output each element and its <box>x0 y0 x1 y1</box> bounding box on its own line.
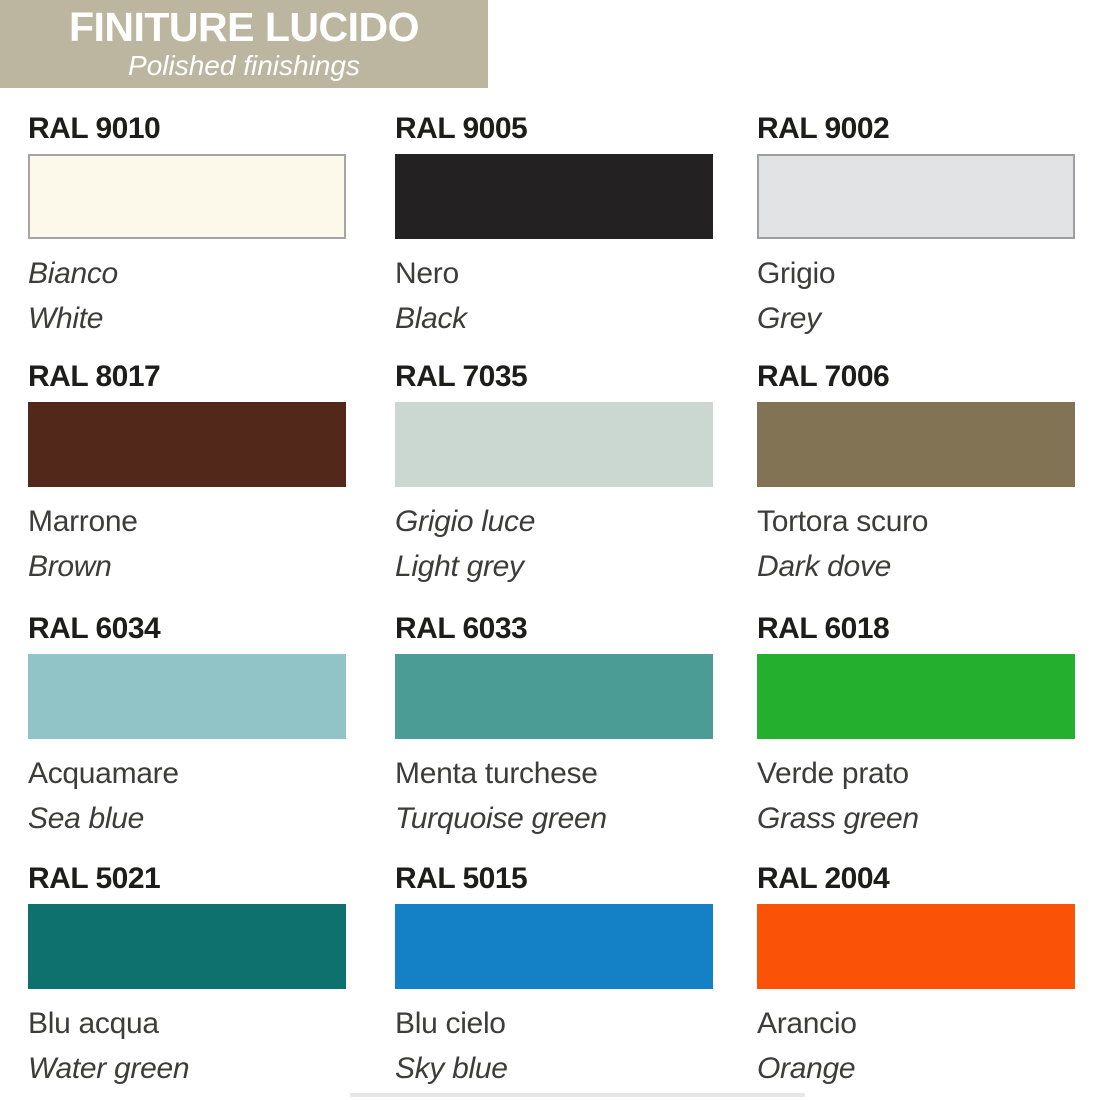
swatch-card-ral-6033: RAL 6033 Menta turchese Turquoise green <box>395 612 713 841</box>
name-english: Sea blue <box>28 802 145 835</box>
swatch-card-ral-9005: RAL 9005 Nero Black <box>395 112 713 341</box>
ral-code: RAL 5015 <box>395 862 528 895</box>
ral-code: RAL 6018 <box>757 612 890 645</box>
color-swatch <box>28 402 346 487</box>
name-italian: Blu acqua <box>28 1007 159 1040</box>
name-english: Water green <box>28 1052 190 1085</box>
name-italian: Grigio luce <box>395 505 536 538</box>
name-english: Light grey <box>395 550 524 583</box>
swatch-card-ral-9010: RAL 9010 Bianco White <box>28 112 346 341</box>
color-swatch <box>757 154 1075 239</box>
color-swatch <box>757 402 1075 487</box>
name-english: Dark dove <box>757 550 892 583</box>
color-swatch <box>757 904 1075 989</box>
name-english: Black <box>395 302 467 335</box>
ral-code: RAL 2004 <box>757 862 890 895</box>
name-english: Orange <box>757 1052 856 1085</box>
color-swatch <box>395 154 713 239</box>
name-italian: Acquamare <box>28 757 179 790</box>
name-italian: Bianco <box>28 257 118 290</box>
name-english: Brown <box>28 550 112 583</box>
ral-code: RAL 9002 <box>757 112 890 145</box>
name-english: Sky blue <box>395 1052 508 1085</box>
name-italian: Grigio <box>757 257 836 290</box>
ral-code: RAL 7006 <box>757 360 890 393</box>
swatch-card-ral-9002: RAL 9002 Grigio Grey <box>757 112 1075 341</box>
page-title: FINITURE LUCIDO <box>68 4 420 50</box>
header-banner: FINITURE LUCIDO Polished finishings <box>0 0 488 88</box>
swatch-card-ral-5015: RAL 5015 Blu cielo Sky blue <box>395 862 713 1091</box>
name-italian: Nero <box>395 257 459 290</box>
color-swatch <box>28 154 346 239</box>
swatch-card-ral-5021: RAL 5021 Blu acqua Water green <box>28 862 346 1091</box>
color-swatch <box>757 654 1075 739</box>
color-swatch <box>395 402 713 487</box>
name-english: Grey <box>757 302 821 335</box>
name-italian: Marrone <box>28 505 138 538</box>
ral-code: RAL 9005 <box>395 112 528 145</box>
ral-code: RAL 5021 <box>28 862 161 895</box>
name-italian: Tortora scuro <box>757 505 929 538</box>
color-swatch <box>28 904 346 989</box>
ral-code: RAL 6034 <box>28 612 161 645</box>
swatch-card-ral-7035: RAL 7035 Grigio luce Light grey <box>395 360 713 589</box>
color-swatch <box>395 904 713 989</box>
name-english: White <box>28 302 104 335</box>
color-swatch <box>28 654 346 739</box>
name-italian: Arancio <box>757 1007 857 1040</box>
swatch-card-ral-7006: RAL 7006 Tortora scuro Dark dove <box>757 360 1075 589</box>
swatch-card-ral-2004: RAL 2004 Arancio Orange <box>757 862 1075 1091</box>
swatch-card-ral-6034: RAL 6034 Acquamare Sea blue <box>28 612 346 841</box>
color-swatch <box>395 654 713 739</box>
ral-code: RAL 9010 <box>28 112 161 145</box>
name-italian: Verde prato <box>757 757 909 790</box>
ral-code: RAL 7035 <box>395 360 528 393</box>
name-italian: Menta turchese <box>395 757 598 790</box>
page-subtitle: Polished finishings <box>128 50 360 81</box>
scan-edge-artifact <box>350 1093 805 1097</box>
ral-code: RAL 8017 <box>28 360 161 393</box>
name-english: Turquoise green <box>395 802 607 835</box>
ral-code: RAL 6033 <box>395 612 528 645</box>
name-english: Grass green <box>757 802 919 835</box>
swatch-card-ral-6018: RAL 6018 Verde prato Grass green <box>757 612 1075 841</box>
swatch-card-ral-8017: RAL 8017 Marrone Brown <box>28 360 346 589</box>
name-italian: Blu cielo <box>395 1007 506 1040</box>
